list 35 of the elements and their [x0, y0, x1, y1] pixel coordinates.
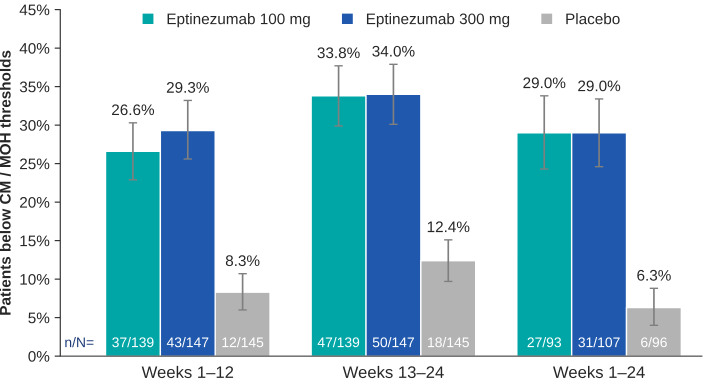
annotation: 6/96 — [641, 337, 667, 348]
y-tick-label: 35% — [20, 81, 50, 92]
x-tick-label: Weeks 1–24 — [552, 366, 645, 378]
annotation: n/N= — [65, 337, 94, 348]
y-tick-label: 40% — [20, 42, 50, 54]
x-tick-label: Weeks 1–12 — [142, 366, 234, 378]
data-label: 29.3% — [166, 82, 209, 93]
y-tick-label: 0% — [28, 350, 50, 362]
y-tick-label: 25% — [20, 158, 50, 170]
x-tick-label: Weeks 13–24 — [342, 366, 444, 378]
annotation: 12/145 — [222, 337, 264, 348]
data-label: 29.0% — [578, 80, 620, 92]
legend-label: Eptinezumab 300 mg — [366, 13, 510, 28]
legend-label: Eptinezumab 100 mg — [168, 13, 310, 28]
y-tick-label: 5% — [28, 312, 50, 324]
data-label: 6.3% — [637, 270, 671, 281]
data-label: 33.8% — [318, 47, 360, 58]
legend-label: Placebo — [566, 13, 620, 24]
data-label: 8.3% — [226, 255, 260, 266]
annotation: 47/139 — [318, 337, 360, 348]
y-tick-label: 10% — [20, 274, 50, 285]
data-label: 29.0% — [523, 77, 566, 88]
data-label: 26.6% — [112, 104, 154, 116]
data-label: 12.4% — [428, 221, 470, 232]
annotation: 31/107 — [578, 337, 620, 348]
y-tick-label: 45% — [20, 4, 50, 16]
annotation: 18/145 — [428, 337, 469, 348]
annotation: 43/147 — [166, 337, 208, 348]
annotation: 27/93 — [528, 337, 562, 348]
y-tick-label: 20% — [20, 196, 50, 208]
data-label: 34.0% — [372, 46, 415, 57]
y-tick-label: 30% — [20, 120, 50, 131]
annotation: 37/139 — [112, 337, 154, 348]
annotation: 50/147 — [372, 337, 414, 348]
y-tick-label: 15% — [20, 236, 50, 246]
